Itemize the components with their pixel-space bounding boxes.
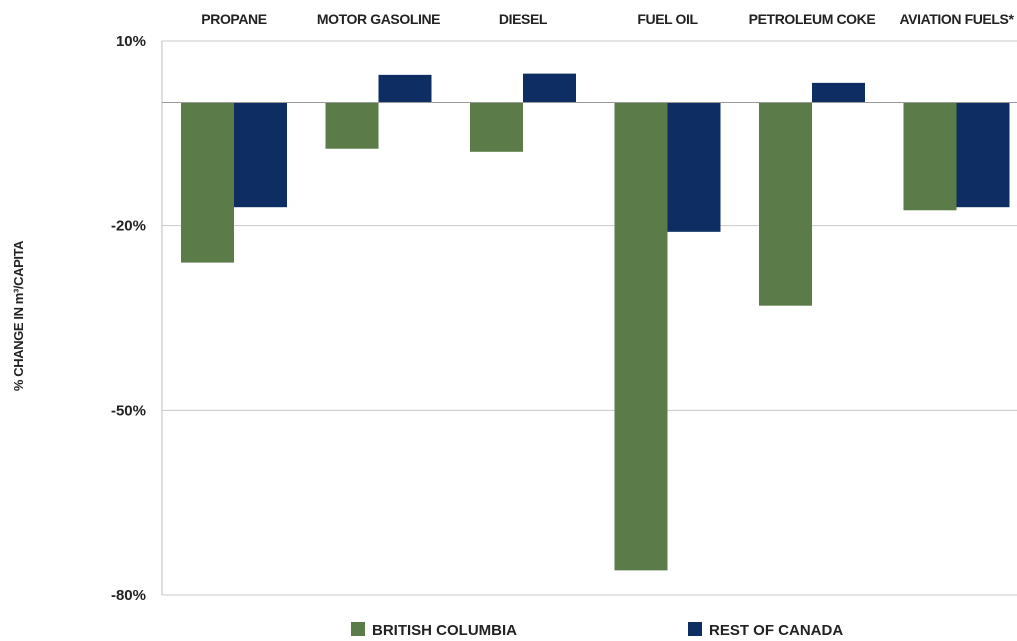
gridlines [161,40,1017,596]
legend-label: REST OF CANADA [709,622,843,639]
category-label: MOTOR GASOLINE [317,11,440,27]
category-label: AVIATION FUELS* [899,11,1014,27]
y-tick-label: 10% [116,33,146,50]
y-tick-label: -20% [111,218,146,235]
bar-rest-of-canada [234,102,287,208]
bar-british-columbia [181,102,234,263]
bar-british-columbia [903,102,957,211]
y-axis-ticks: 10% -20% -50% -80% [111,33,146,604]
bar-british-columbia [759,102,812,306]
category-label: PETROLEUM COKE [749,11,876,27]
category-label: PROPANE [201,11,266,27]
category-label: FUEL OIL [637,11,698,27]
legend-swatch [688,622,702,636]
category-label: DIESEL [499,11,548,27]
bar-rest-of-canada [812,82,865,103]
bar-rest-of-canada [956,102,1010,208]
bar-rest-of-canada [523,73,576,103]
bar-british-columbia [614,102,668,571]
bar-british-columbia [325,102,379,149]
legend: BRITISH COLUMBIA REST OF CANADA [351,622,843,639]
y-tick-label: -50% [111,402,146,419]
bar-rest-of-canada [378,74,432,103]
y-axis-title: % CHANGE IN m³/CAPITA [11,240,26,391]
category-labels: PROPANE MOTOR GASOLINE DIESEL FUEL OIL PETRO… [201,11,1015,27]
legend-label: BRITISH COLUMBIA [372,622,517,639]
bar-british-columbia [470,102,523,152]
legend-swatch [351,622,365,636]
bar-rest-of-canada [667,102,721,232]
bars [181,73,1010,571]
y-tick-label: -80% [111,587,146,604]
